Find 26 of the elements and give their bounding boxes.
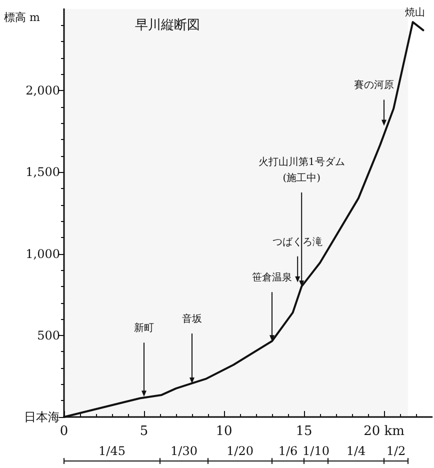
y-tick-label: 日本海 xyxy=(24,410,60,424)
annotation: 焼山 xyxy=(404,6,425,19)
text: 早川縦断図 xyxy=(135,18,200,33)
band-label: 1/30 xyxy=(170,444,198,458)
x-tick-label: 20 km xyxy=(364,424,404,439)
y-tick-label: 1,000 xyxy=(26,246,60,261)
annotation: つばくろ滝 xyxy=(272,236,323,248)
annotation: 賽の河原 xyxy=(354,79,394,92)
band-label: 1/4 xyxy=(346,444,366,458)
y-tick-label: 1,500 xyxy=(26,165,60,180)
band-label: 1/6 xyxy=(278,444,298,458)
band-label: 1/10 xyxy=(302,444,330,458)
x-tick-label: 10 xyxy=(216,424,232,439)
band-label: 1/2 xyxy=(386,444,406,458)
x-tick-label: 15 xyxy=(296,424,312,439)
band-label: 1/20 xyxy=(226,444,254,458)
x-tick-label: 5 xyxy=(140,424,148,439)
band-label: 1/45 xyxy=(98,444,126,458)
x-tick-label: 0 xyxy=(60,424,68,439)
annotation: 音坂 xyxy=(182,313,202,326)
annotation: 笹倉温泉 xyxy=(252,272,292,284)
y-tick-label: 500 xyxy=(37,328,60,342)
y-tick-label: 2,000 xyxy=(26,84,60,98)
y-axis-title: 標高 m xyxy=(4,11,40,24)
annotation: 新町 xyxy=(134,322,154,334)
annotation: 火打山川第1号ダム (施工中) xyxy=(258,156,345,184)
